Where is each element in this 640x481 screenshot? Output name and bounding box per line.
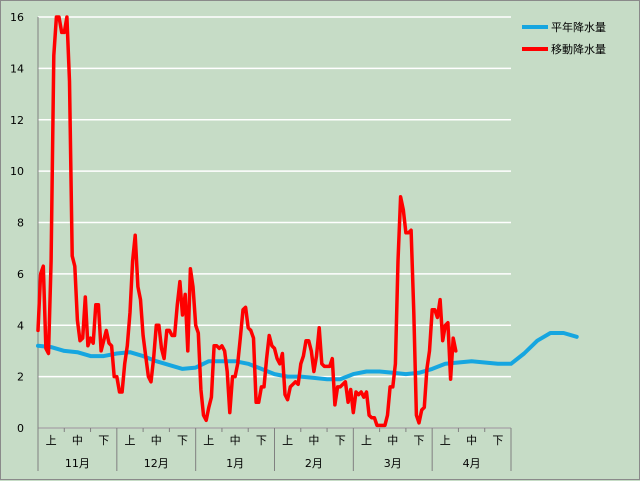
legend-label: 移動降水量 xyxy=(551,42,606,56)
period-label: 下 xyxy=(256,434,267,447)
period-label: 上 xyxy=(282,434,293,447)
month-label: 12月 xyxy=(144,457,169,470)
y-tick-label: 12 xyxy=(10,114,24,127)
month-label: 2月 xyxy=(305,457,323,470)
period-label: 下 xyxy=(492,434,503,447)
y-tick-label: 8 xyxy=(17,217,24,230)
period-label: 中 xyxy=(308,434,319,447)
period-label: 上 xyxy=(46,434,57,447)
y-tick-label: 2 xyxy=(17,371,24,384)
legend-label: 平年降水量 xyxy=(551,20,606,34)
series-line-2 xyxy=(36,15,458,428)
month-label: 11月 xyxy=(65,457,90,470)
period-label: 下 xyxy=(335,434,346,447)
period-label: 下 xyxy=(98,434,109,447)
period-label: 上 xyxy=(440,434,451,447)
period-label: 下 xyxy=(177,434,188,447)
y-tick-label: 14 xyxy=(10,62,24,75)
period-label: 中 xyxy=(387,434,398,447)
period-label: 中 xyxy=(230,434,241,447)
y-tick-label: 4 xyxy=(17,319,24,332)
month-label: 1月 xyxy=(226,457,244,470)
period-label: 中 xyxy=(466,434,477,447)
period-label: 下 xyxy=(414,434,425,447)
month-label: 4月 xyxy=(463,457,481,470)
y-tick-label: 16 xyxy=(10,11,24,24)
period-label: 上 xyxy=(361,434,372,447)
period-label: 中 xyxy=(72,434,83,447)
period-label: 上 xyxy=(124,434,135,447)
y-tick-label: 10 xyxy=(10,165,24,178)
period-label: 上 xyxy=(203,434,214,447)
period-label: 中 xyxy=(151,434,162,447)
month-label: 3月 xyxy=(384,457,402,470)
y-tick-label: 6 xyxy=(17,268,24,281)
y-tick-label: 0 xyxy=(17,422,24,435)
